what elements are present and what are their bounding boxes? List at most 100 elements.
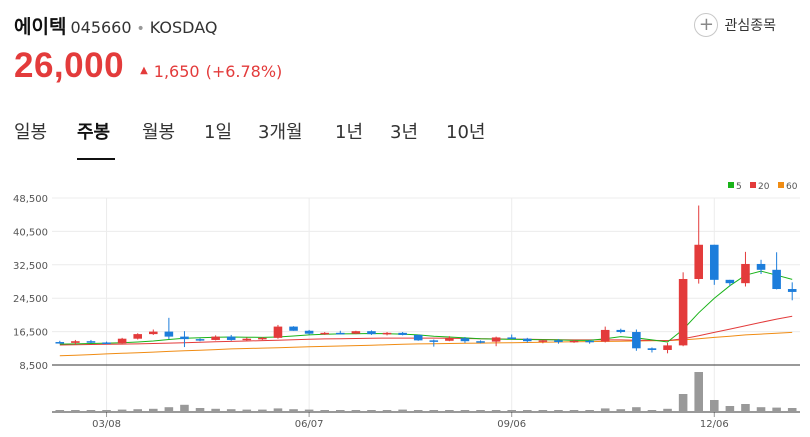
y-tick-label: 40,500	[13, 227, 48, 238]
tab-monthly[interactable]: 월봉	[142, 122, 176, 143]
legend-swatch	[750, 182, 756, 188]
candle-body	[429, 340, 439, 342]
x-tick-label: 03/08	[92, 419, 121, 430]
volume-bar	[538, 410, 548, 412]
volume-bar	[523, 410, 532, 412]
tab-3month[interactable]: 3개월	[258, 122, 303, 143]
x-tick-label: 09/06	[497, 419, 526, 430]
volume-bar	[180, 404, 189, 412]
tab-10year[interactable]: 10년	[446, 122, 486, 143]
volume-bar	[678, 394, 688, 412]
volume-bar	[351, 410, 361, 412]
volume-bar	[569, 410, 579, 412]
volume-bar	[741, 404, 750, 412]
current-price: 26,000	[14, 46, 125, 85]
volume-bar	[725, 406, 735, 412]
price-change-percent: (+6.78%)	[205, 62, 283, 81]
candle-body	[242, 338, 252, 341]
volume-bar	[289, 409, 298, 412]
volume-bar	[164, 407, 174, 412]
candle-body	[367, 331, 376, 335]
volume-bar	[507, 410, 516, 412]
volume-bar	[787, 408, 797, 412]
tab-3year[interactable]: 3년	[390, 122, 419, 143]
legend-label: 5	[736, 182, 742, 192]
y-tick-label: 24,500	[13, 294, 48, 305]
candle-body	[164, 331, 174, 337]
volume-bar	[382, 410, 392, 412]
volume-bar	[226, 409, 236, 412]
stock-name: 에이텍	[14, 16, 67, 38]
candle-body	[772, 269, 781, 290]
volume-bar	[663, 408, 672, 412]
candle-body	[647, 348, 657, 350]
candle-body	[211, 336, 220, 340]
volume-bar	[102, 410, 111, 412]
volume-bar	[86, 410, 96, 412]
volume-bar	[413, 410, 423, 412]
candle-body	[86, 341, 96, 343]
candle-body	[133, 334, 142, 339]
volume-bar	[149, 408, 158, 412]
volume-bar	[585, 410, 594, 412]
stock-header: 에이텍 045660 • KOSDAQ	[14, 12, 217, 39]
volume-bar	[320, 410, 329, 412]
volume-bar	[445, 410, 454, 412]
candle-body	[289, 326, 298, 331]
legend-swatch	[728, 182, 734, 188]
candle-body	[694, 244, 703, 279]
candle-body	[554, 340, 563, 343]
volume-bar	[398, 409, 407, 412]
candle-body	[55, 342, 65, 344]
candle-body	[382, 332, 392, 335]
candle-body	[320, 332, 329, 335]
tab-weekly[interactable]: 주봉	[77, 122, 111, 143]
volume-bar	[772, 407, 781, 412]
add-favorite-button[interactable]: + 관심종목	[694, 13, 776, 37]
candle-body	[741, 263, 750, 284]
tab-1year[interactable]: 1년	[335, 122, 364, 143]
volume-bar	[55, 410, 65, 412]
volume-bar	[460, 410, 470, 412]
candle-body	[273, 326, 283, 338]
tab-daily[interactable]: 일봉	[14, 122, 48, 143]
candle-body	[523, 338, 532, 342]
volume-bar	[117, 409, 127, 412]
volume-bar	[756, 407, 766, 412]
volume-bar	[273, 408, 283, 412]
volume-bar	[616, 409, 626, 412]
candle-body	[632, 332, 641, 349]
candle-body	[538, 340, 548, 342]
volume-bar	[600, 408, 610, 412]
volume-bar	[429, 410, 439, 412]
candle-body	[351, 331, 361, 334]
candle-body	[507, 337, 516, 339]
candle-body	[149, 331, 158, 335]
candle-body	[725, 279, 735, 284]
add-favorite-label: 관심종목	[724, 18, 776, 34]
period-tabs: 일봉 주봉 월봉 1일 3개월 1년 3년 10년	[0, 114, 810, 162]
volume-bar	[647, 410, 657, 412]
volume-bar	[632, 407, 641, 412]
plus-icon: +	[694, 13, 719, 37]
tab-1day[interactable]: 1일	[204, 122, 233, 143]
candle-body	[336, 332, 345, 335]
price-chart[interactable]: 48,500 40,500 32,500 24,500 16,500 8,500 03/08…	[0, 172, 810, 437]
y-tick-label: 16,500	[13, 328, 48, 339]
candle-body	[304, 330, 314, 334]
y-tick-label: 48,500	[13, 194, 48, 205]
candle-body	[678, 278, 688, 346]
candle-body	[413, 334, 423, 341]
price-row: 26,000 ▲ 1,650 (+6.78%)	[14, 46, 282, 86]
volume-bar	[367, 410, 376, 412]
candle-body	[491, 337, 501, 342]
legend-label: 60	[786, 182, 798, 192]
volume-bar	[71, 410, 80, 412]
candle-body	[460, 338, 470, 342]
volume-bar	[336, 410, 345, 412]
active-tab-indicator	[77, 158, 115, 160]
candle-body	[787, 289, 797, 292]
volume-bar	[258, 409, 267, 412]
x-tick-label: 12/06	[700, 419, 729, 430]
candle-body	[585, 340, 594, 343]
